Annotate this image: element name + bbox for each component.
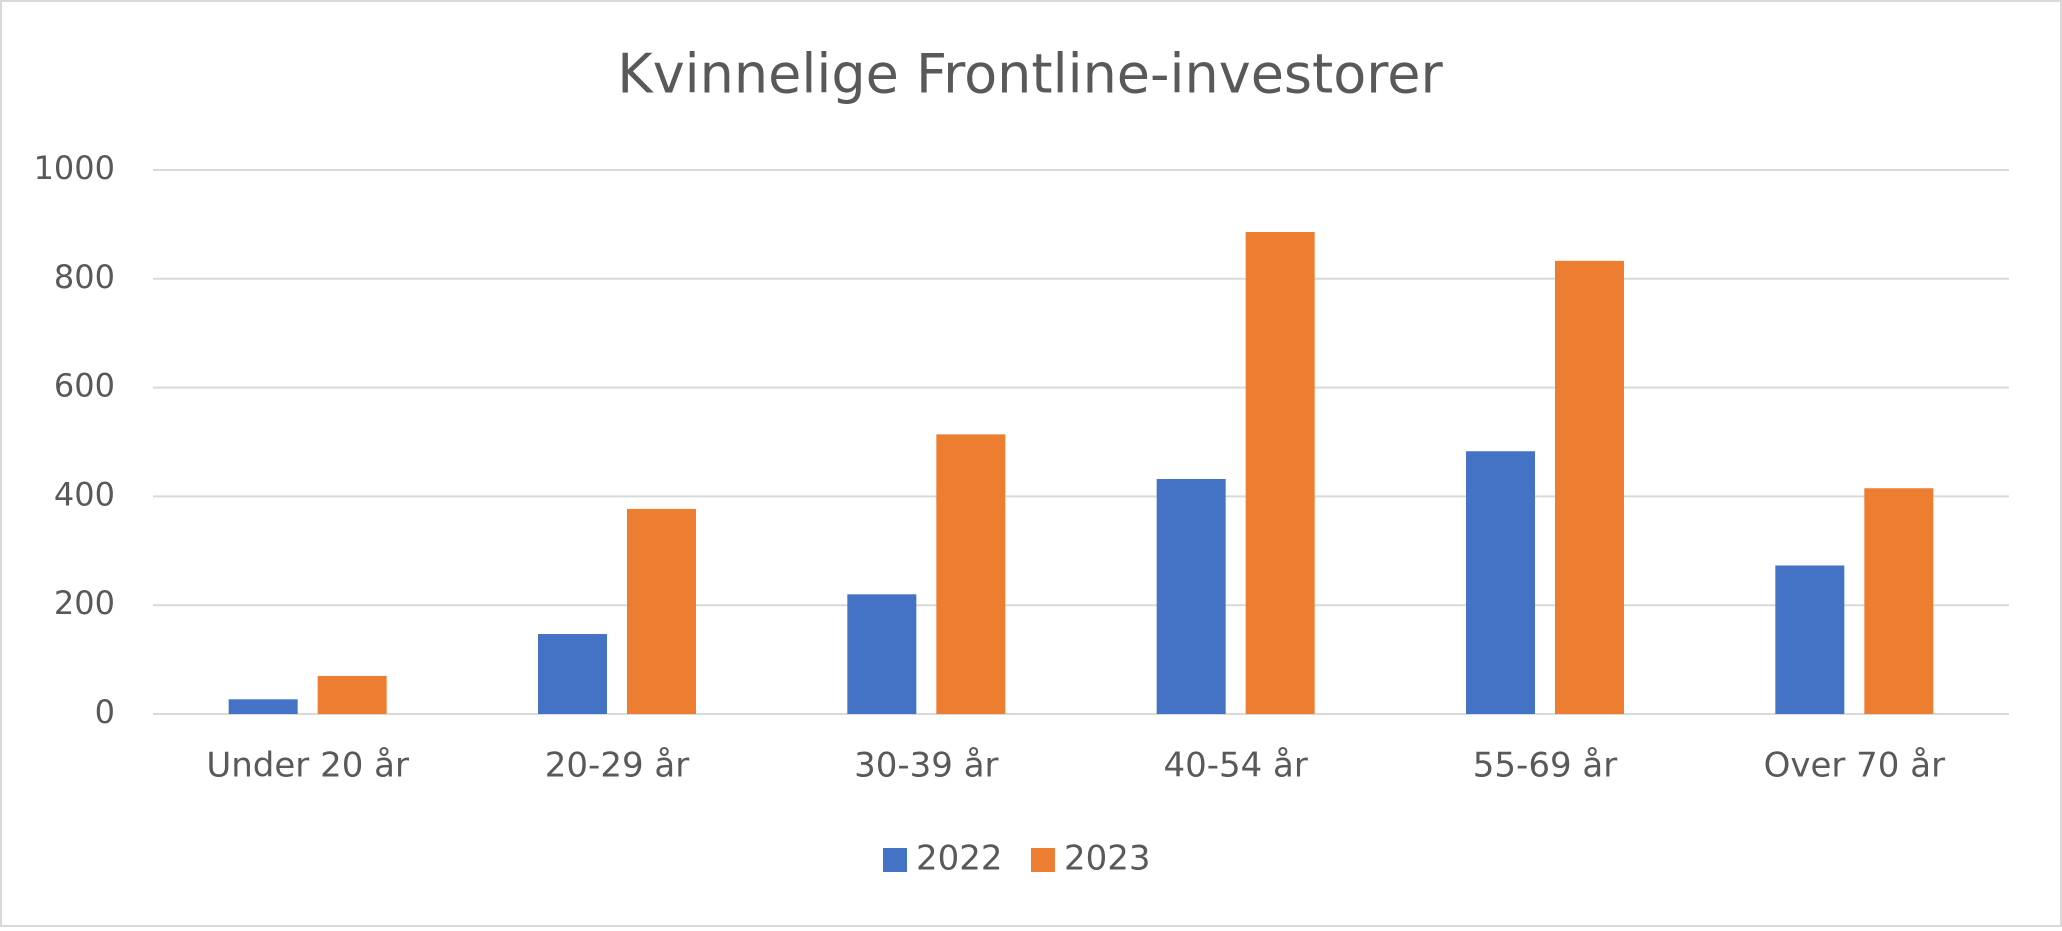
bar xyxy=(847,594,917,714)
chart-title: Kvinnelige Frontline-investorer xyxy=(617,43,1443,106)
x-tick-label: Over 70 år xyxy=(1764,746,1945,786)
legend-swatch xyxy=(1031,848,1055,872)
y-tick-label: 800 xyxy=(54,258,115,296)
bar xyxy=(1156,478,1226,714)
bar xyxy=(317,675,387,714)
bar xyxy=(1245,232,1315,715)
legend-label: 2023 xyxy=(1064,839,1151,879)
bar xyxy=(1555,260,1624,714)
y-tick-label: 0 xyxy=(95,693,115,731)
bar xyxy=(936,434,1006,714)
x-tick-label: 55-69 år xyxy=(1473,746,1617,786)
bar xyxy=(1466,451,1535,714)
bar xyxy=(538,634,607,714)
bar xyxy=(228,699,298,714)
y-tick-label: 1000 xyxy=(34,149,115,187)
bar xyxy=(1775,565,1845,714)
y-tick-label: 600 xyxy=(54,367,115,405)
y-tick-label: 400 xyxy=(54,475,115,513)
x-tick-label: Under 20 år xyxy=(206,746,409,786)
legend-label: 2022 xyxy=(916,839,1003,879)
bar xyxy=(627,508,696,714)
y-tick-label: 200 xyxy=(54,584,115,622)
bar xyxy=(1864,488,1934,714)
x-tick-label: 40-54 år xyxy=(1163,746,1307,786)
x-tick-label: 20-29 år xyxy=(545,746,689,786)
legend-swatch xyxy=(883,848,907,872)
x-tick-label: 30-39 år xyxy=(854,746,998,786)
